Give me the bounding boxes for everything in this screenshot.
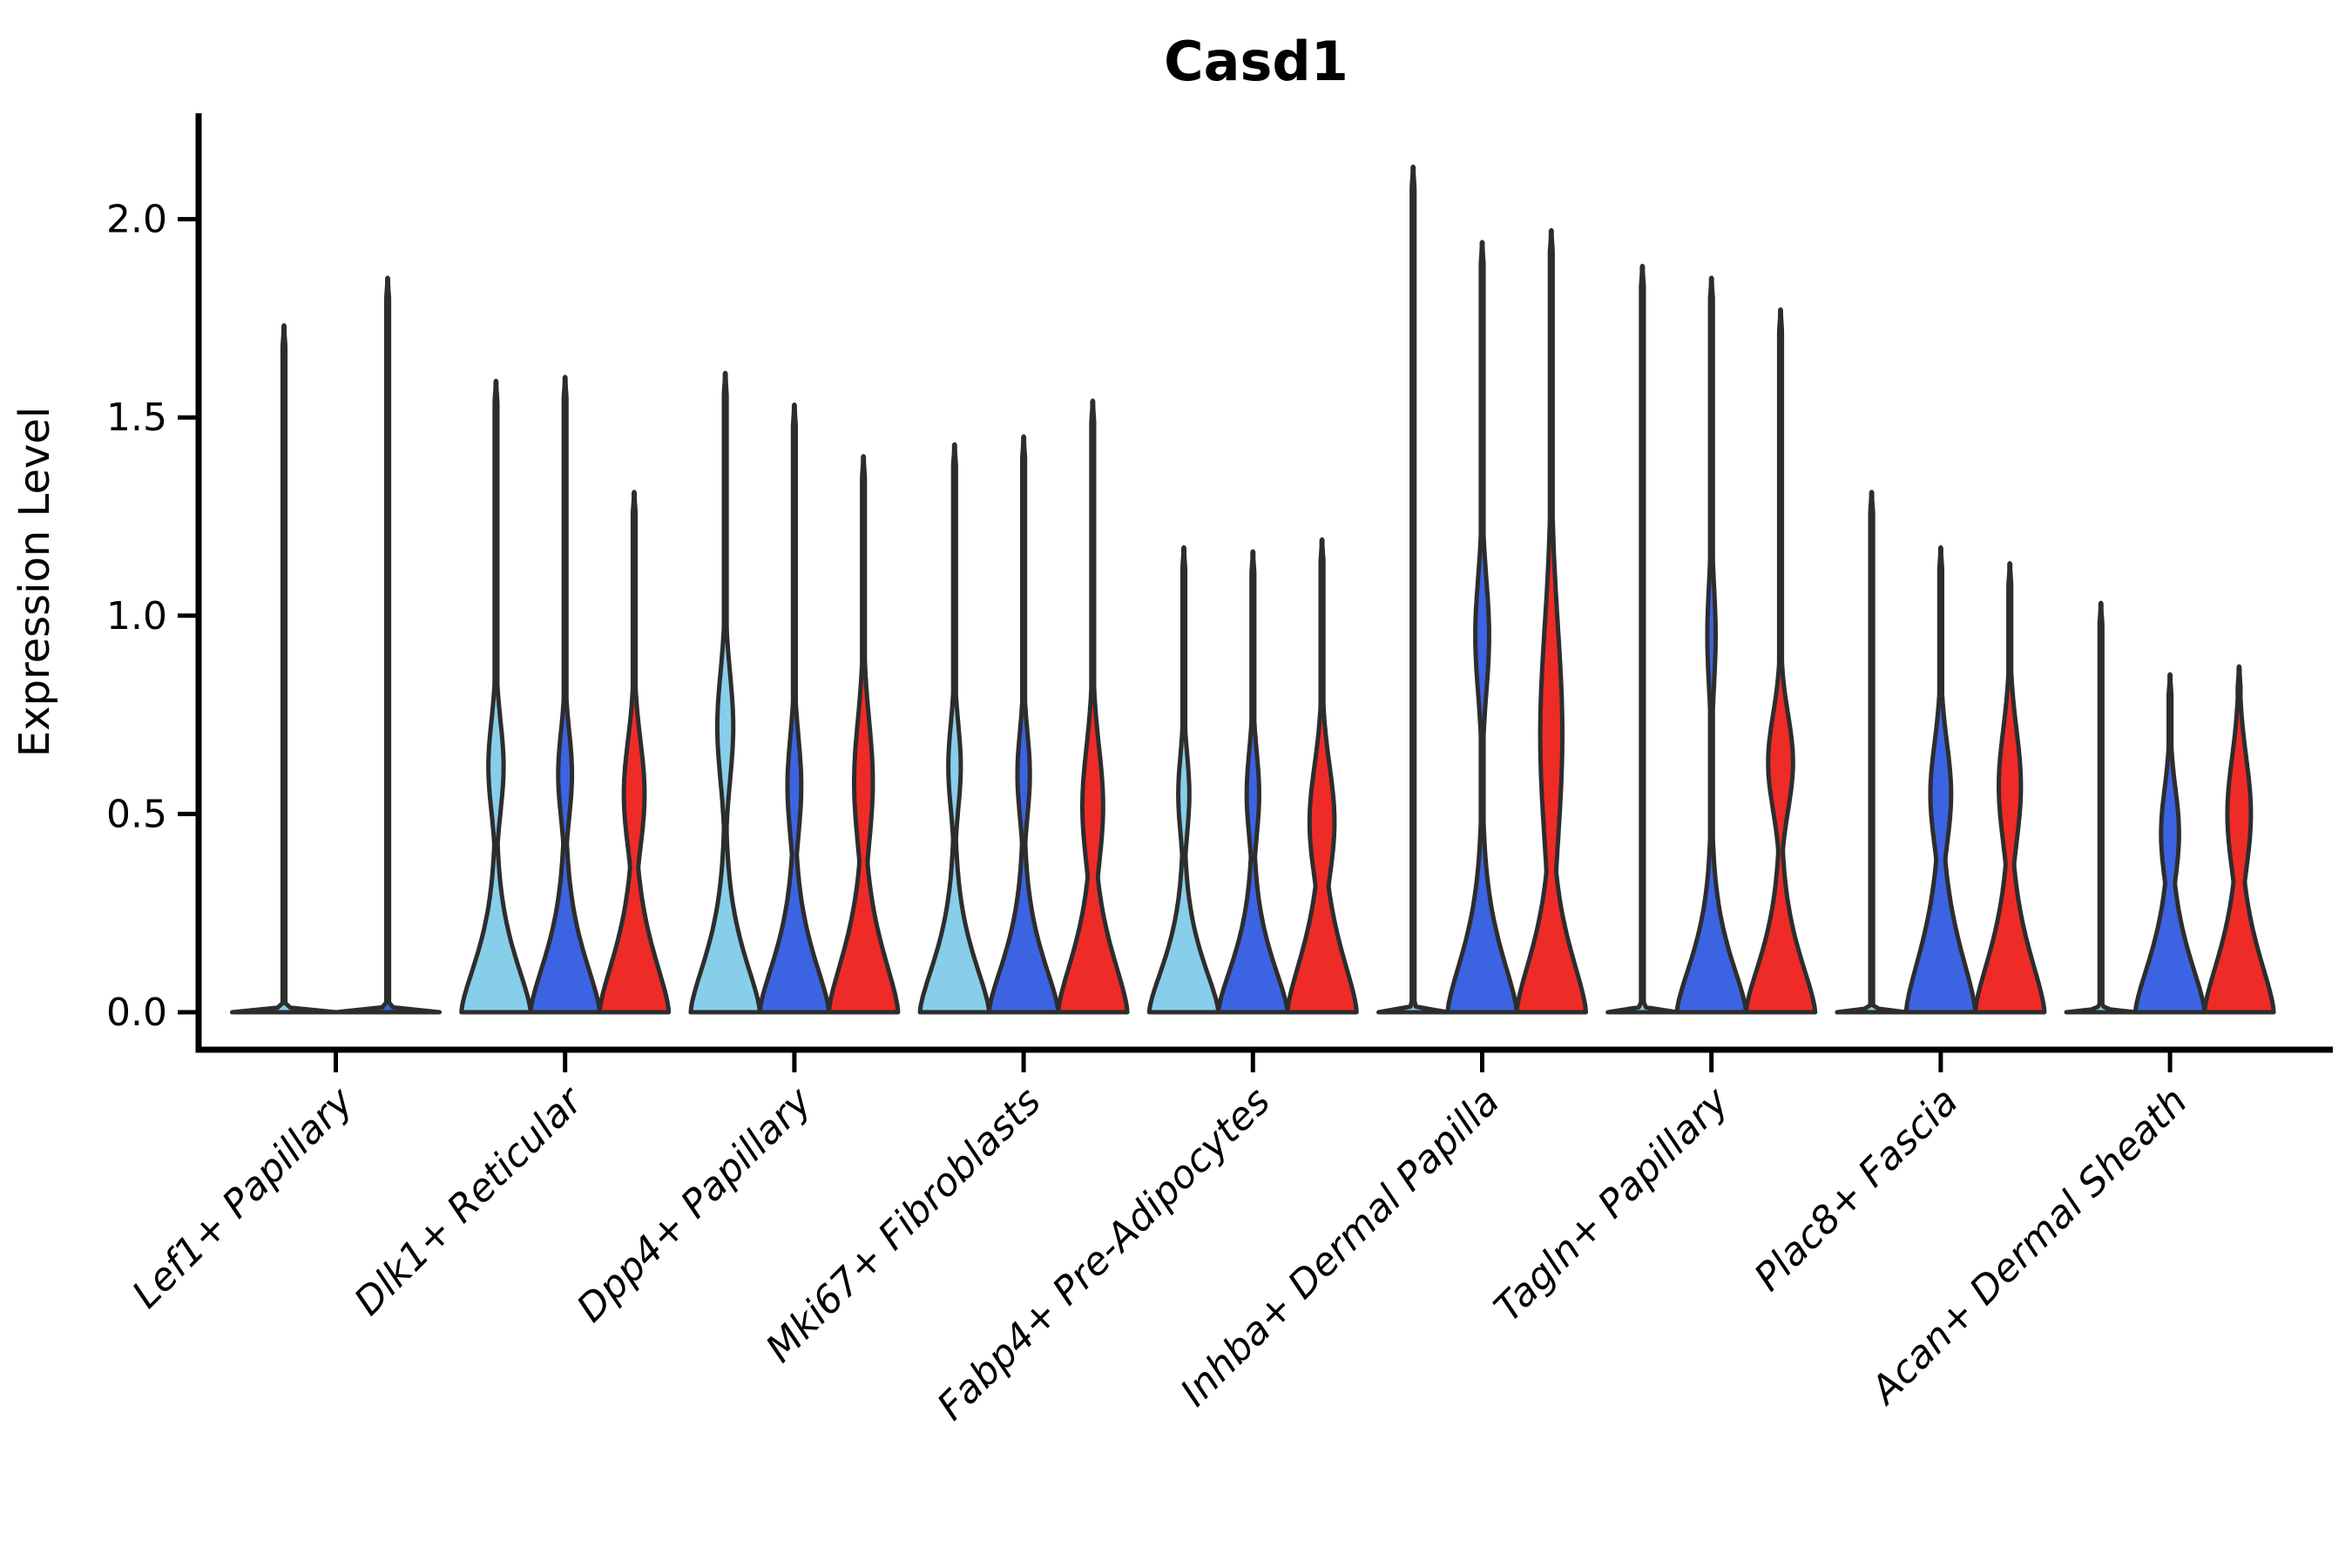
- y-tick-label: 2.0: [106, 198, 167, 242]
- y-axis-label: Expression Level: [10, 407, 59, 758]
- x-tick-labels: Lef1+ Papillary Dlk1+ Reticular Dpp4+ Pa…: [124, 1078, 2196, 1429]
- violin-blue: [1903, 544, 1978, 1015]
- violin-blue: [1445, 240, 1519, 1015]
- y-tick-labels: 0.0 0.5 1.0 1.5 2.0: [106, 198, 167, 1035]
- x-tick-label: Dlk1+ Reticular: [346, 1078, 592, 1324]
- y-tick-label: 1.5: [106, 395, 167, 440]
- violin-skyblue: [1376, 164, 1450, 1015]
- violin-skyblue: [917, 442, 991, 1015]
- violin-red: [1056, 398, 1130, 1015]
- x-tick-label: Tagln+ Papillary: [1486, 1078, 1738, 1330]
- axes: [178, 113, 2333, 1072]
- y-tick-label: 1.0: [106, 594, 167, 639]
- x-tick-label: Lef1+ Papillary: [124, 1078, 362, 1317]
- violin-blue: [528, 375, 602, 1015]
- violin-skyblue: [1605, 263, 1680, 1015]
- y-tick-label: 0.0: [106, 990, 167, 1035]
- violin-skyblue: [1146, 544, 1221, 1015]
- violin-red: [1973, 561, 2047, 1015]
- violin-red: [1514, 227, 1588, 1015]
- x-tick-label: Plac8+ Fascia: [1746, 1079, 1966, 1300]
- violin-skyblue: [230, 323, 338, 1015]
- violin-skyblue: [1835, 490, 1909, 1015]
- violin-red: [1743, 307, 1818, 1015]
- violin-skyblue: [688, 370, 762, 1015]
- violin-blue: [334, 275, 442, 1015]
- violin-skyblue: [459, 378, 533, 1015]
- violin-skyblue: [2064, 600, 2138, 1015]
- violin-blue: [1216, 549, 1290, 1015]
- violin-shapes: [230, 164, 2276, 1015]
- violin-blue: [757, 402, 832, 1015]
- violin-blue: [1674, 275, 1748, 1015]
- violin-blue: [2132, 672, 2207, 1015]
- violin-red: [827, 454, 901, 1015]
- x-tick-label: Dpp4+ Papillary: [569, 1078, 821, 1331]
- violin-red: [1285, 537, 1359, 1015]
- violin-red: [597, 490, 672, 1015]
- chart-title: Casd1: [1164, 30, 1348, 93]
- y-tick-label: 0.5: [106, 792, 167, 836]
- violin-blue: [986, 434, 1061, 1015]
- violin-red: [2202, 664, 2276, 1015]
